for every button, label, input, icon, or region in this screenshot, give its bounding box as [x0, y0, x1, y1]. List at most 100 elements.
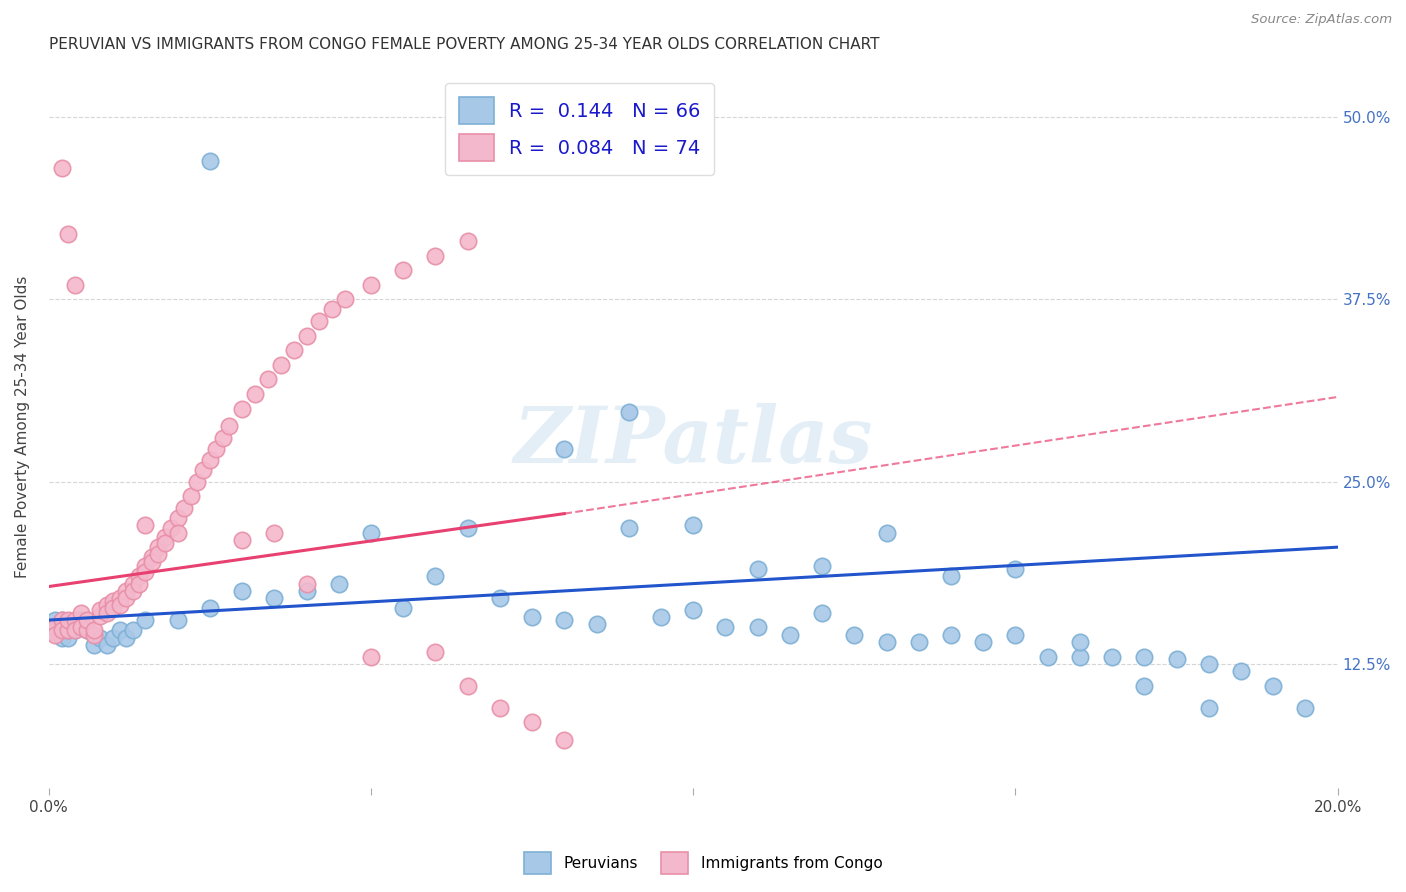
Point [1069, 635, 1091, 649]
Point [115, 591, 138, 606]
Point [617, 404, 640, 418]
Point [51, 161, 73, 175]
Point [83, 624, 105, 638]
Point [166, 525, 188, 540]
Point [263, 591, 285, 606]
Point [779, 627, 801, 641]
Point [56, 624, 79, 638]
Point [44, 620, 66, 634]
Point [198, 153, 221, 168]
Point [1069, 649, 1091, 664]
Point [263, 525, 285, 540]
Point [56, 624, 79, 638]
Point [811, 606, 834, 620]
Point [360, 649, 382, 664]
Point [335, 293, 357, 307]
Point [121, 624, 143, 638]
Point [173, 500, 195, 515]
Point [205, 442, 228, 457]
Point [56, 227, 79, 241]
Point [198, 452, 221, 467]
Point [115, 583, 138, 598]
Point [553, 613, 575, 627]
Point [134, 565, 156, 579]
Point [121, 583, 143, 598]
Point [153, 536, 176, 550]
Point [876, 525, 898, 540]
Point [392, 263, 415, 277]
Point [115, 631, 138, 645]
Point [457, 521, 479, 535]
Point [160, 521, 183, 535]
Point [939, 627, 962, 641]
Point [141, 550, 163, 565]
Point [1036, 649, 1059, 664]
Point [283, 343, 305, 358]
Point [44, 627, 66, 641]
Point [682, 518, 704, 533]
Point [457, 679, 479, 693]
Point [134, 559, 156, 574]
Point [1004, 627, 1026, 641]
Point [617, 521, 640, 535]
Point [198, 601, 221, 615]
Point [243, 387, 266, 401]
Point [63, 624, 86, 638]
Point [108, 591, 131, 606]
Point [321, 302, 343, 317]
Point [231, 533, 253, 547]
Point [148, 548, 170, 562]
Point [148, 540, 170, 554]
Point [939, 569, 962, 583]
Point [103, 594, 125, 608]
Point [714, 620, 737, 634]
Point [308, 314, 330, 328]
Point [392, 601, 415, 615]
Point [153, 530, 176, 544]
Point [682, 603, 704, 617]
Point [56, 631, 79, 645]
Point [108, 599, 131, 613]
Point [1166, 652, 1188, 666]
Point [231, 583, 253, 598]
Point [811, 559, 834, 574]
Point [44, 613, 66, 627]
Point [747, 562, 769, 576]
Point [108, 624, 131, 638]
Point [553, 732, 575, 747]
Point [1198, 657, 1220, 671]
Point [51, 631, 73, 645]
Point [1133, 679, 1156, 693]
Point [128, 569, 150, 583]
Point [70, 613, 93, 627]
Point [51, 613, 73, 627]
Point [360, 277, 382, 292]
Point [103, 631, 125, 645]
Point [83, 638, 105, 652]
Point [63, 277, 86, 292]
Point [211, 431, 233, 445]
Point [457, 234, 479, 248]
Point [218, 419, 240, 434]
Point [360, 525, 382, 540]
Point [51, 613, 73, 627]
Point [1263, 679, 1285, 693]
Point [141, 555, 163, 569]
Point [128, 576, 150, 591]
Point [56, 613, 79, 627]
Point [844, 627, 866, 641]
Point [520, 610, 543, 624]
Point [1133, 649, 1156, 664]
Point [180, 489, 202, 503]
Point [44, 624, 66, 638]
Point [121, 576, 143, 591]
Point [1230, 664, 1253, 678]
Text: ZIPatlas: ZIPatlas [513, 403, 873, 480]
Point [295, 576, 318, 591]
Point [1101, 649, 1123, 664]
Point [425, 248, 447, 262]
Point [907, 635, 929, 649]
Point [96, 638, 118, 652]
Point [520, 715, 543, 730]
Point [134, 518, 156, 533]
